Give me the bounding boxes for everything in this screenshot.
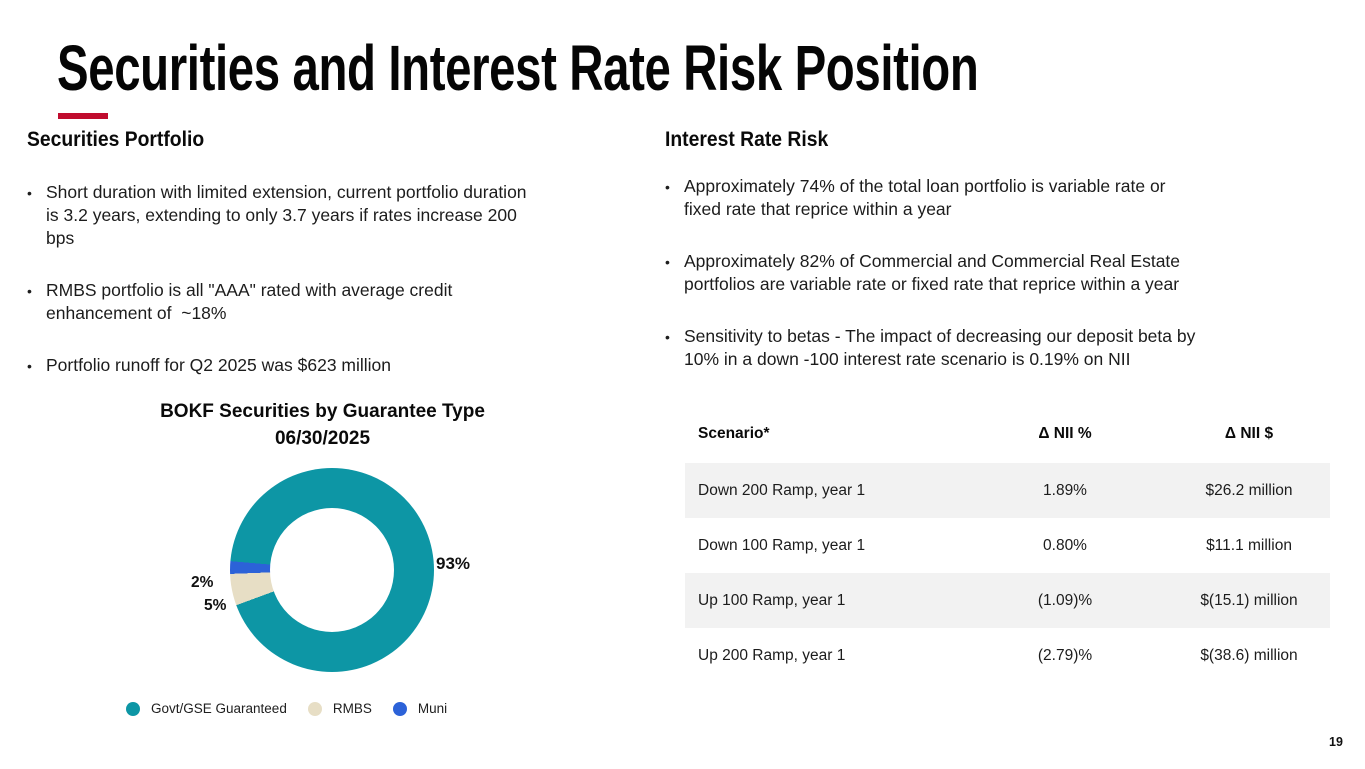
table-row: Down 100 Ramp, year 1 0.80% $11.1 millio… [685, 518, 1330, 573]
interest-rate-risk-bullets: Approximately 74% of the total loan port… [665, 175, 1345, 400]
securities-portfolio-bullets: Short duration with limited extension, c… [27, 181, 687, 407]
legend-item: RMBS [307, 701, 372, 716]
cell-nii-pct: 0.80% [1043, 536, 1087, 554]
cell-scenario: Down 200 Ramp, year 1 [698, 481, 866, 499]
bullet-text: Short duration with limited extension, c… [46, 182, 527, 248]
legend-item: Govt/GSE Guaranteed [126, 701, 287, 716]
bullet-text: Sensitivity to betas - The impact of dec… [684, 326, 1196, 369]
donut-label-rmbs: 5% [204, 597, 227, 614]
cell-scenario: Up 100 Ramp, year 1 [698, 591, 846, 609]
page-title: Securities and Interest Rate Risk Positi… [57, 32, 979, 104]
table-row: Down 200 Ramp, year 1 1.89% $26.2 millio… [685, 463, 1330, 518]
legend-swatch [126, 701, 140, 716]
bullet-text: Approximately 74% of the total loan port… [684, 176, 1166, 219]
table-row: Up 200 Ramp, year 1 (2.79)% $(38.6) mill… [685, 628, 1330, 683]
cell-scenario: Up 200 Ramp, year 1 [698, 646, 846, 664]
cell-nii-pct: (2.79)% [1037, 646, 1093, 664]
cell-nii-dollars: $26.2 million [1205, 481, 1293, 499]
cell-nii-pct: 1.89% [1043, 481, 1087, 499]
donut-label-govt: 93% [436, 554, 471, 573]
cell-nii-pct: (1.09)% [1037, 591, 1093, 609]
chart-title: BOKF Securities by Guarantee Type [160, 401, 485, 422]
legend-label: Govt/GSE Guaranteed [151, 701, 287, 716]
bullet-item: Sensitivity to betas - The impact of dec… [665, 325, 1345, 371]
legend-label: Muni [417, 701, 448, 716]
bullet-item: Portfolio runoff for Q2 2025 was $623 mi… [27, 354, 687, 378]
title-accent-bar [58, 113, 108, 119]
bullet-item: Approximately 82% of Commercial and Comm… [665, 250, 1345, 296]
table-row: Up 100 Ramp, year 1 (1.09)% $(15.1) mill… [685, 573, 1330, 628]
donut-ring [230, 468, 434, 672]
chart-legend: Govt/GSE Guaranteed RMBS Muni [126, 701, 447, 716]
securities-portfolio-heading: Securities Portfolio [27, 128, 205, 151]
cell-scenario: Down 100 Ramp, year 1 [698, 536, 866, 554]
page-number: 19 [1329, 735, 1343, 749]
bullet-text: Approximately 82% of Commercial and Comm… [684, 251, 1181, 294]
legend-item: Muni [392, 701, 448, 716]
header-delta-nii-dollars: Δ NII $ [1224, 425, 1274, 442]
bullet-item: Short duration with limited extension, c… [27, 181, 687, 250]
legend-label: RMBS [332, 701, 372, 716]
bullet-text: RMBS portfolio is all "AAA" rated with a… [46, 280, 453, 323]
interest-rate-risk-heading: Interest Rate Risk [665, 128, 829, 151]
legend-swatch [307, 701, 322, 716]
cell-nii-dollars: $11.1 million [1206, 536, 1292, 554]
cell-nii-dollars: $(38.6) million [1200, 646, 1298, 664]
nii-sensitivity-table: Scenario* Δ NII % Δ NII $ Down 200 Ramp,… [685, 405, 1330, 683]
bullet-item: Approximately 74% of the total loan port… [665, 175, 1345, 221]
table-body: Down 200 Ramp, year 1 1.89% $26.2 millio… [685, 463, 1330, 683]
bullet-item: RMBS portfolio is all "AAA" rated with a… [27, 279, 687, 325]
table-header-row: Scenario* Δ NII % Δ NII $ [685, 405, 1330, 463]
chart-subtitle: 06/30/2025 [274, 428, 371, 449]
bullet-text: Portfolio runoff for Q2 2025 was $623 mi… [46, 355, 392, 375]
header-delta-nii-pct: Δ NII % [1038, 425, 1092, 442]
donut-label-muni: 2% [191, 574, 214, 591]
legend-swatch [392, 701, 407, 716]
cell-nii-dollars: $(15.1) million [1200, 591, 1298, 609]
securities-donut-chart: BOKF Securities by Guarantee Type 06/30/… [120, 398, 525, 743]
header-scenario: Scenario* [698, 425, 770, 442]
